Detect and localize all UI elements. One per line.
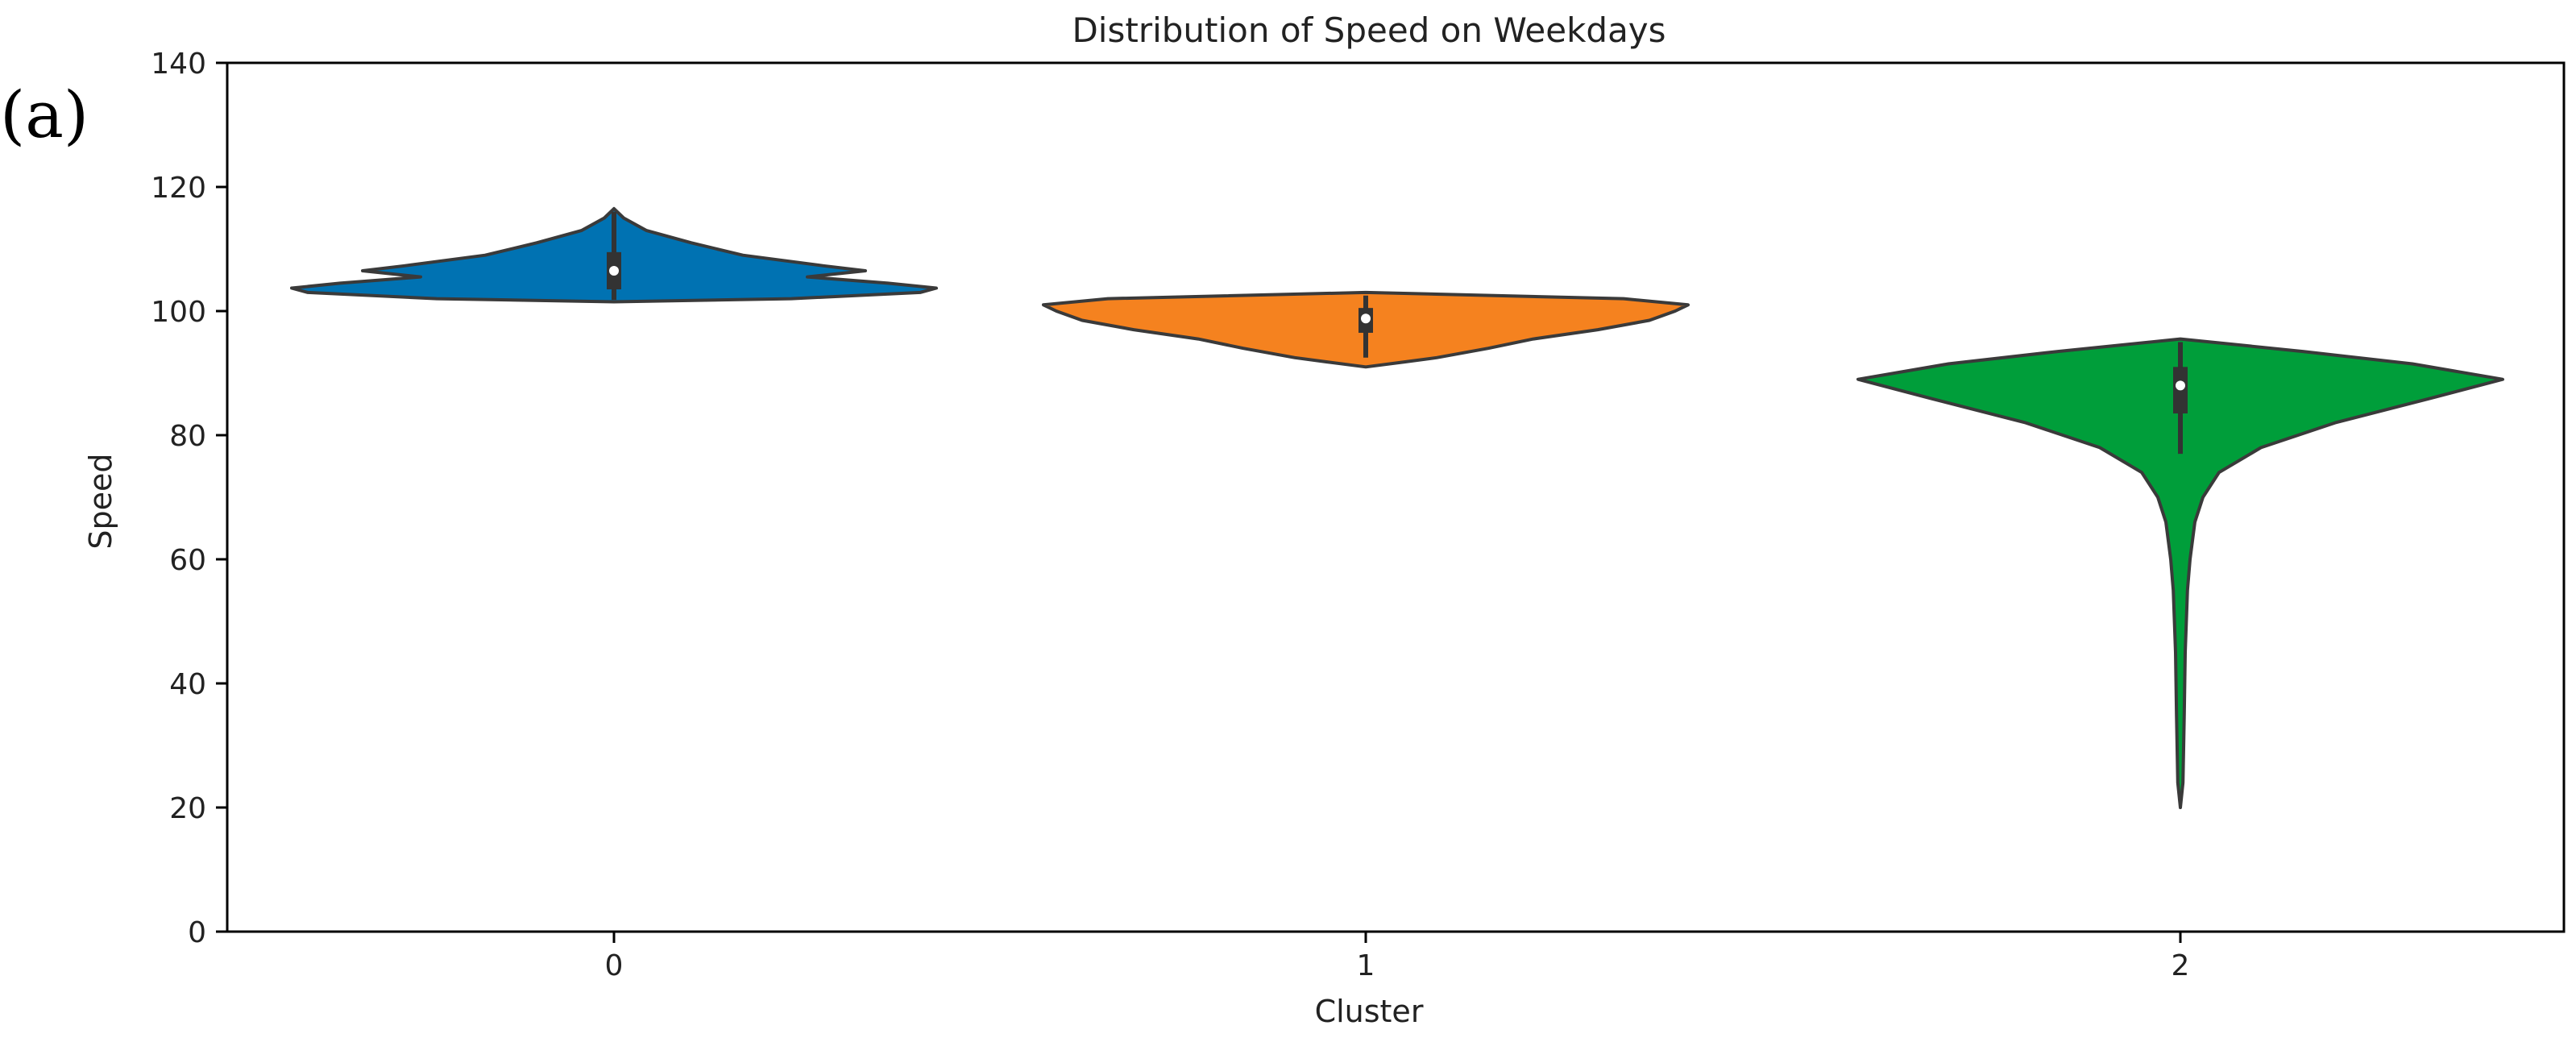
violin-median <box>2176 380 2185 391</box>
y-tick-label: 120 <box>151 172 206 205</box>
y-axis-label: Speed <box>83 453 118 549</box>
violin-body <box>1856 337 2504 809</box>
y-tick-label: 100 <box>151 296 206 329</box>
y-tick-label: 60 <box>169 544 206 577</box>
y-tick-label: 140 <box>151 48 206 81</box>
x-tick-label: 0 <box>605 949 624 982</box>
x-axis-label: Cluster <box>1315 994 1424 1029</box>
y-axis: 0 20 40 60 80 100 120 140 <box>151 48 227 949</box>
plot-frame <box>226 61 2566 933</box>
violin-median <box>609 265 619 276</box>
y-tick-label: 0 <box>188 916 206 949</box>
panel-label: (a) <box>0 77 89 152</box>
x-tick-label: 2 <box>2172 949 2190 982</box>
violin-median <box>1361 313 1371 324</box>
y-tick-label: 20 <box>169 792 206 825</box>
x-tick-label: 1 <box>1357 949 1375 982</box>
chart-title: Distribution of Speed on Weekdays <box>1072 10 1665 50</box>
y-tick-label: 40 <box>169 668 206 701</box>
violins <box>290 206 2504 809</box>
y-tick-label: 80 <box>169 420 206 453</box>
x-axis: 0 1 2 <box>605 932 2190 982</box>
